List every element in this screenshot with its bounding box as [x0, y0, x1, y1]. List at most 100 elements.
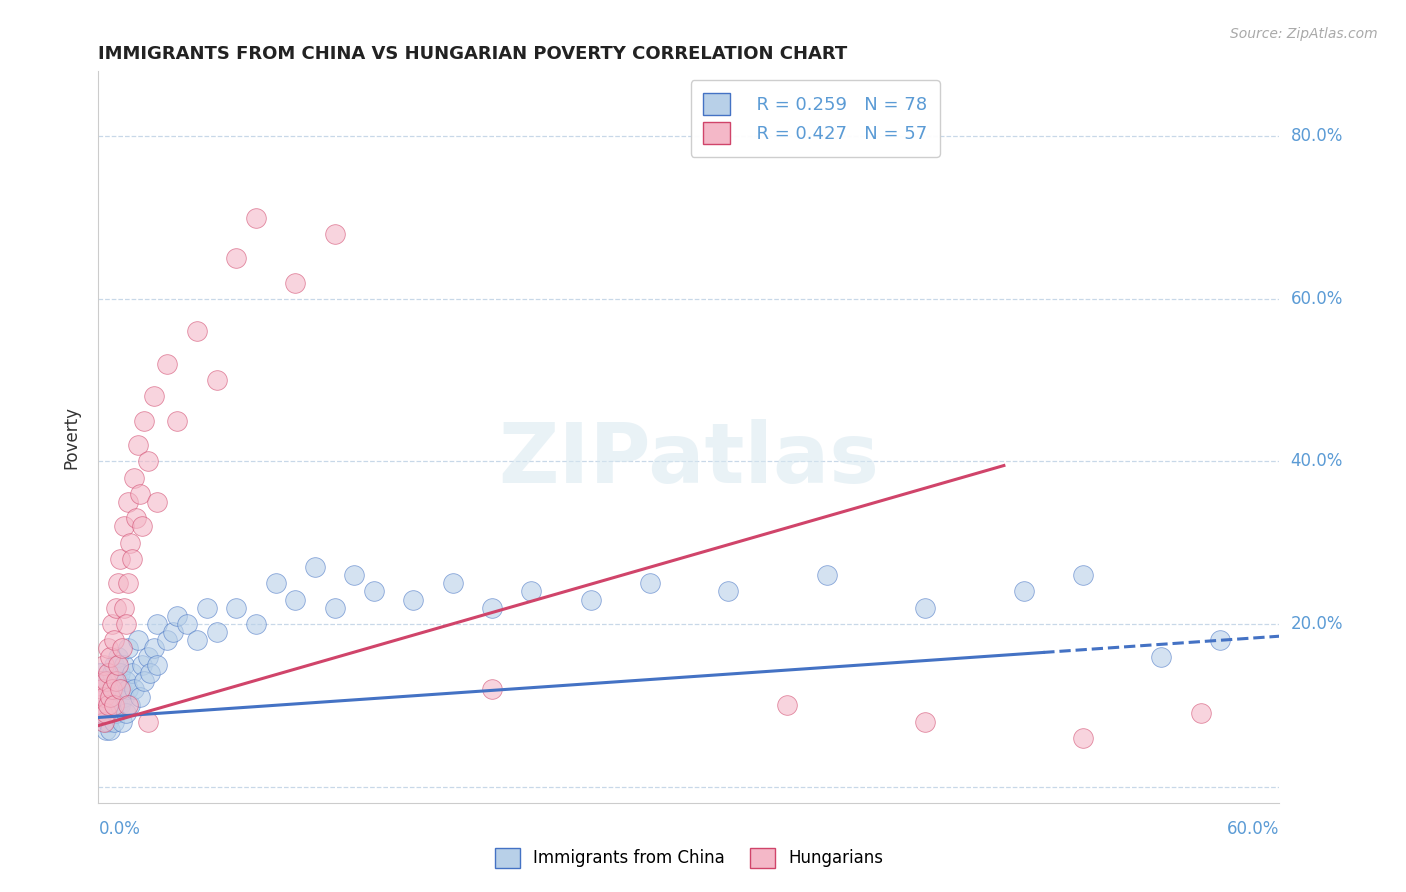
Point — [89, 673, 111, 688]
Point — [121, 552, 143, 566]
Point — [776, 698, 799, 713]
Point — [1189, 706, 1212, 721]
Point — [103, 681, 125, 696]
Point — [138, 665, 160, 680]
Point — [111, 641, 134, 656]
Point — [96, 673, 118, 688]
Point — [96, 690, 118, 705]
Point — [186, 633, 208, 648]
Point — [93, 714, 115, 729]
Point — [112, 519, 135, 533]
Point — [343, 568, 366, 582]
Point — [105, 690, 128, 705]
Point — [101, 698, 124, 713]
Point — [132, 673, 155, 688]
Point — [97, 641, 120, 656]
Point — [108, 552, 131, 566]
Point — [136, 649, 159, 664]
Point — [93, 681, 115, 696]
Point — [93, 657, 115, 672]
Point — [93, 690, 115, 705]
Point — [105, 706, 128, 721]
Point — [136, 714, 159, 729]
Point — [146, 617, 169, 632]
Legend: Immigrants from China, Hungarians: Immigrants from China, Hungarians — [488, 841, 890, 875]
Point — [127, 633, 149, 648]
Text: ZIPatlas: ZIPatlas — [499, 418, 879, 500]
Point — [97, 698, 120, 713]
Point — [97, 665, 120, 680]
Point — [264, 576, 287, 591]
Point — [107, 698, 129, 713]
Point — [105, 600, 128, 615]
Point — [112, 600, 135, 615]
Point — [156, 357, 179, 371]
Point — [103, 714, 125, 729]
Point — [363, 584, 385, 599]
Point — [579, 592, 602, 607]
Point — [89, 698, 111, 713]
Point — [108, 665, 131, 680]
Point — [115, 673, 138, 688]
Point — [117, 698, 139, 713]
Point — [1012, 584, 1035, 599]
Point — [481, 681, 503, 696]
Point — [142, 641, 165, 656]
Text: 60.0%: 60.0% — [1291, 290, 1343, 308]
Point — [481, 600, 503, 615]
Point — [284, 592, 307, 607]
Text: 20.0%: 20.0% — [1291, 615, 1343, 633]
Point — [245, 211, 267, 225]
Point — [186, 325, 208, 339]
Point — [166, 608, 188, 623]
Point — [98, 649, 121, 664]
Point — [111, 681, 134, 696]
Point — [97, 698, 120, 713]
Point — [122, 681, 145, 696]
Point — [125, 511, 148, 525]
Point — [103, 698, 125, 713]
Point — [638, 576, 661, 591]
Point — [96, 706, 118, 721]
Point — [128, 690, 150, 705]
Point — [1071, 568, 1094, 582]
Point — [195, 600, 218, 615]
Point — [136, 454, 159, 468]
Point — [402, 592, 425, 607]
Point — [1071, 731, 1094, 745]
Point — [98, 690, 121, 705]
Point — [225, 600, 247, 615]
Point — [98, 723, 121, 737]
Point — [176, 617, 198, 632]
Point — [89, 681, 111, 696]
Point — [118, 698, 141, 713]
Point — [105, 673, 128, 688]
Point — [89, 698, 111, 713]
Text: 60.0%: 60.0% — [1227, 821, 1279, 838]
Point — [131, 519, 153, 533]
Point — [131, 657, 153, 672]
Text: 0.0%: 0.0% — [98, 821, 141, 838]
Point — [89, 665, 111, 680]
Point — [93, 714, 115, 729]
Point — [304, 560, 326, 574]
Point — [107, 657, 129, 672]
Point — [93, 698, 115, 713]
Point — [245, 617, 267, 632]
Point — [103, 633, 125, 648]
Point — [323, 227, 346, 241]
Point — [132, 414, 155, 428]
Point — [107, 673, 129, 688]
Point — [107, 576, 129, 591]
Point — [101, 681, 124, 696]
Point — [91, 706, 114, 721]
Point — [97, 714, 120, 729]
Point — [284, 276, 307, 290]
Text: IMMIGRANTS FROM CHINA VS HUNGARIAN POVERTY CORRELATION CHART: IMMIGRANTS FROM CHINA VS HUNGARIAN POVER… — [98, 45, 848, 62]
Point — [914, 600, 936, 615]
Point — [121, 665, 143, 680]
Point — [115, 706, 138, 721]
Point — [115, 617, 138, 632]
Point — [117, 495, 139, 509]
Point — [91, 681, 114, 696]
